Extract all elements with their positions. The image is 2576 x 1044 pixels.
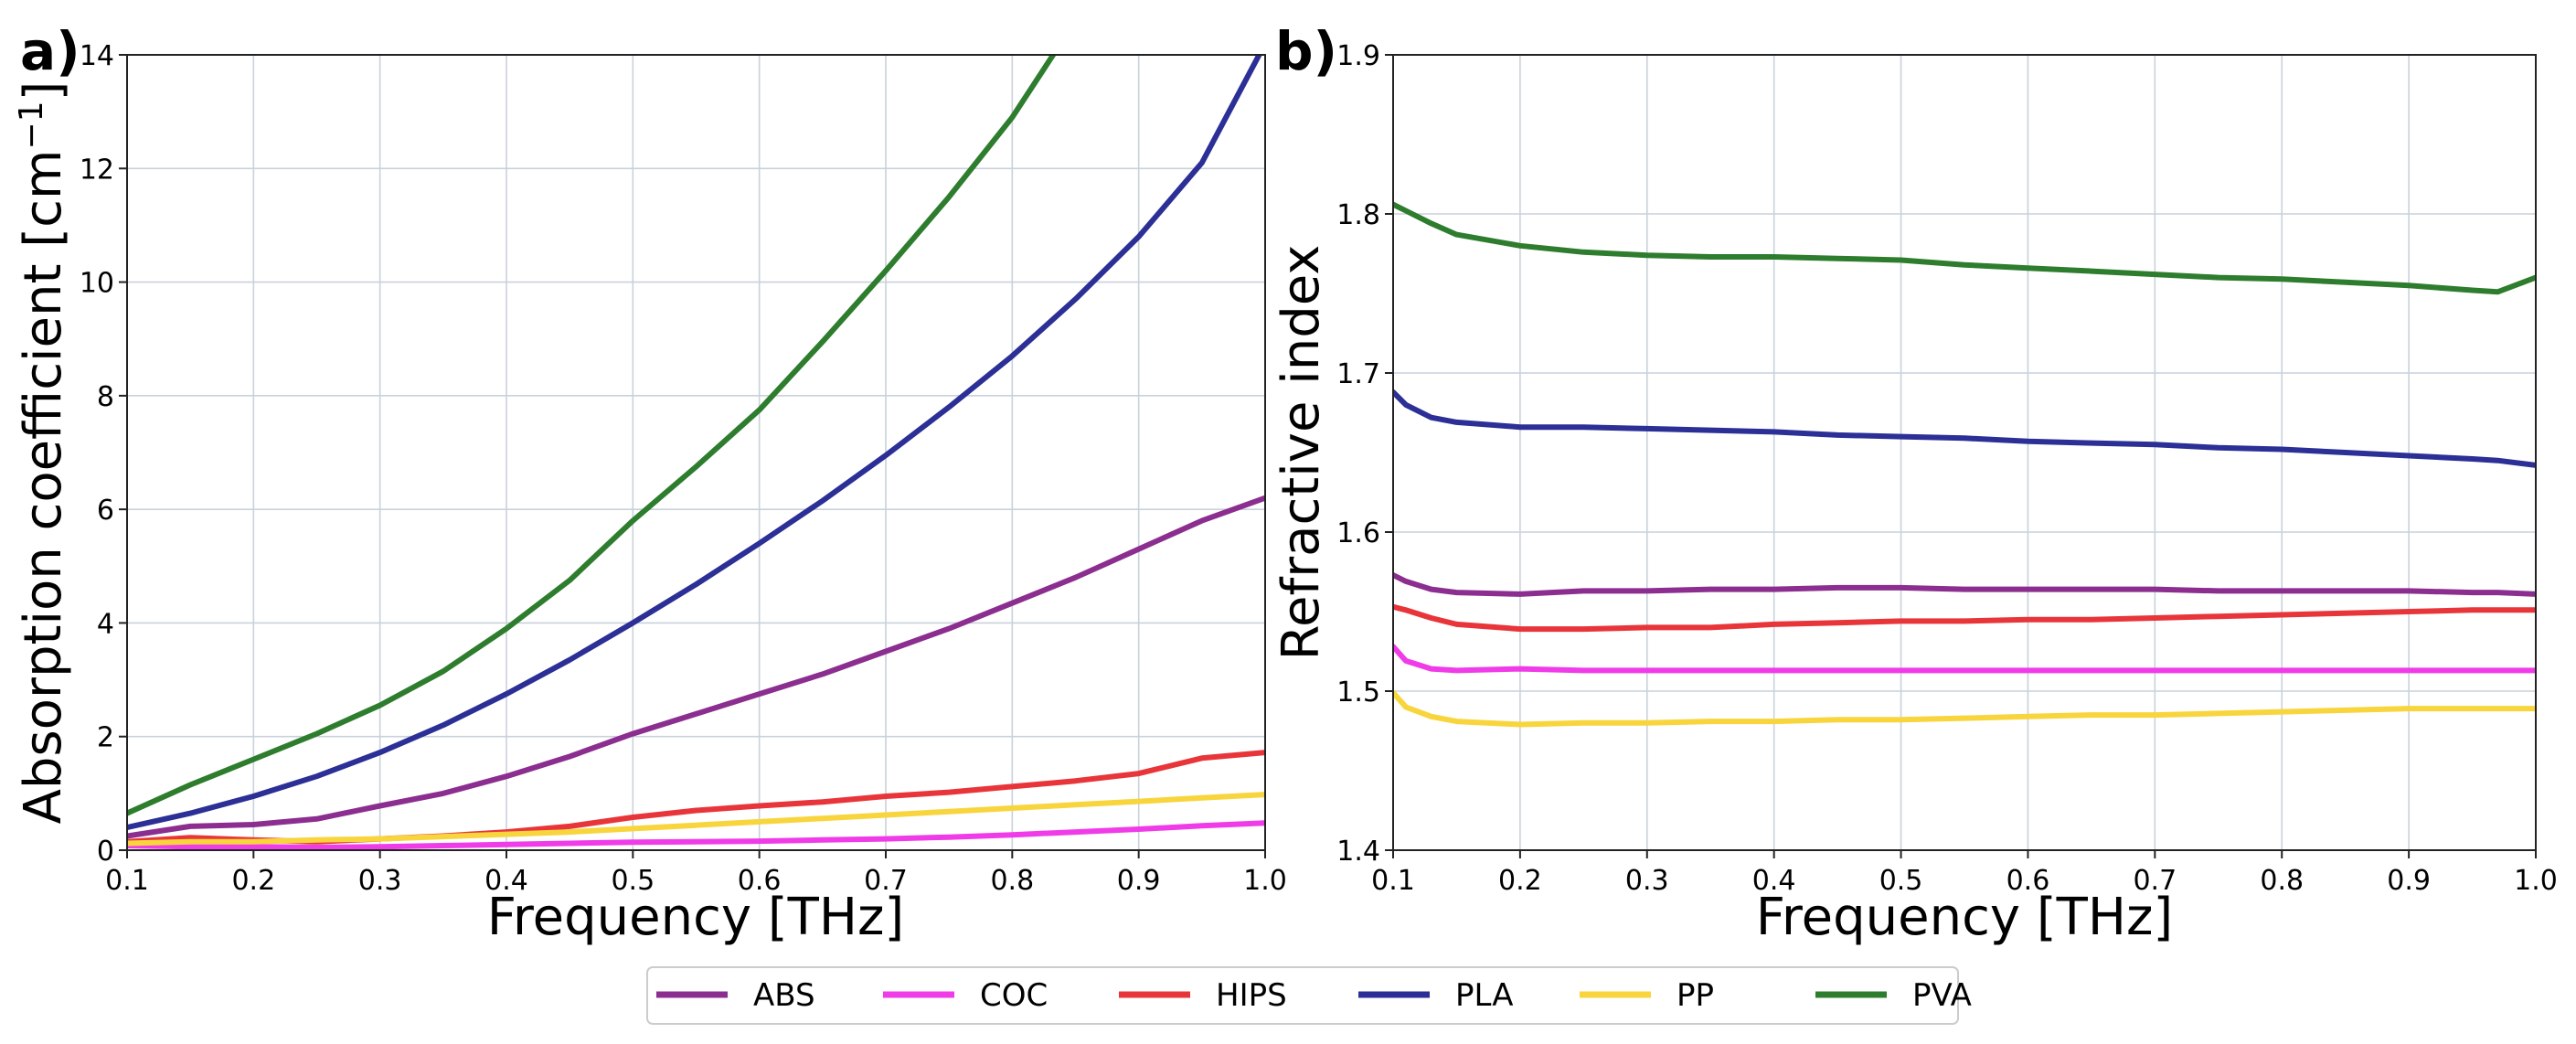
- chart-a-x-tick-label: 0.3: [358, 865, 402, 897]
- chart-a-grid: [126, 54, 1266, 851]
- chart-b-series-pp: [1393, 689, 2536, 728]
- chart-a-y-tick-label: 8: [97, 381, 114, 413]
- chart-a-y-label: Absorption coefficient [cm−1]: [13, 81, 73, 825]
- chart-b-x-tick-label: 0.7: [2133, 865, 2177, 897]
- chart-a-x-tick-label: 1.0: [1243, 865, 1287, 897]
- chart-b-y-ticks: 1.4 1.5 1.6 1.7 1.8 1.9: [1336, 40, 1393, 868]
- chart-b-x-label: Frequency [THz]: [1756, 888, 2174, 947]
- chart-b-y-label: Refractive index: [1272, 245, 1331, 661]
- chart-a-series-coc: [127, 820, 1265, 850]
- chart-b-frame: [1392, 54, 2537, 851]
- legend: ABS COC HIPS PLA PP PVA: [646, 966, 1972, 1025]
- chart-b-series-coc: [1393, 644, 2536, 674]
- chart-a-y-tick-label: 0: [97, 836, 114, 868]
- chart-a-x-tick-label: 0.7: [864, 865, 908, 897]
- chart-b-y-tick-label: 1.7: [1336, 358, 1380, 390]
- chart-a-y-tick-label: 14: [80, 40, 114, 72]
- chart-b-panel-label: b): [1275, 20, 1337, 82]
- legend-items: ABS COC HIPS PLA PP PVA: [656, 977, 1972, 1014]
- legend-box: [646, 966, 1959, 1025]
- chart-b-x-tick-label: 0.3: [1625, 865, 1669, 897]
- chart-b-y-tick-label: 1.4: [1336, 836, 1380, 868]
- chart-a-panel-label: a): [20, 20, 80, 82]
- chart-a-series-pp: [127, 792, 1265, 847]
- chart-b-series-pla: [1393, 389, 2536, 468]
- chart-b-x-tick-label: 0.6: [2007, 865, 2050, 897]
- chart-b-x-tick-label: 0.5: [1879, 865, 1923, 897]
- chart-a-series-pva: [127, 55, 1057, 816]
- chart-b-y-tick-label: 1.8: [1336, 199, 1380, 231]
- chart-a-y-tick-label: 6: [97, 495, 114, 527]
- chart-b-series-hips: [1393, 603, 2536, 633]
- chart-a-y-label-main: Absorption coefficient [cm: [14, 150, 73, 825]
- legend-label-abs: ABS: [753, 977, 815, 1014]
- chart-a-y-tick-label: 12: [80, 154, 114, 186]
- chart-a-lines: [127, 55, 1265, 850]
- chart-a-y-label-sup: −1: [13, 101, 50, 149]
- chart-b-x-tick-label: 0.2: [1498, 865, 1542, 897]
- chart-b-x-ticks: 0.1 0.2 0.3 0.4 0.5 0.6 0.7 0.8 0.9 1.0: [1371, 850, 2558, 897]
- chart-b-x-tick-label: 0.4: [1752, 865, 1796, 897]
- chart-b-series-pva: [1393, 201, 2536, 295]
- chart-a-x-ticks: 0.1 0.2 0.3 0.4 0.5 0.6 0.7 0.8 0.9 1.0: [105, 850, 1287, 897]
- chart-a-y-label-end: ]: [14, 81, 73, 101]
- chart-b-x-tick-label: 0.1: [1371, 865, 1415, 897]
- chart-a-x-tick-label: 0.2: [231, 865, 275, 897]
- chart-b-y-tick-label: 1.9: [1336, 40, 1380, 72]
- chart-a-x-label: Frequency [THz]: [487, 888, 905, 947]
- legend-label-hips: HIPS: [1216, 977, 1287, 1014]
- chart-a-y-tick-label: 4: [97, 608, 114, 640]
- chart-a-x-tick-label: 0.5: [611, 865, 655, 897]
- chart-b-y-tick-label: 1.5: [1336, 676, 1380, 708]
- legend-label-pla: PLA: [1455, 977, 1513, 1014]
- chart-a-x-tick-label: 0.8: [990, 865, 1034, 897]
- chart-a-x-tick-label: 0.9: [1117, 865, 1161, 897]
- legend-label-coc: COC: [980, 977, 1048, 1014]
- chart-b-x-tick-label: 0.9: [2387, 865, 2431, 897]
- legend-label-pva: PVA: [1912, 977, 1972, 1014]
- chart-b-y-tick-label: 1.6: [1336, 517, 1380, 549]
- chart-a-y-ticks: 0 2 4 6 8 10 12 14: [80, 40, 127, 868]
- chart-a-series-abs: [127, 495, 1265, 839]
- chart-a-y-tick-label: 2: [97, 722, 114, 754]
- chart-b-series-abs: [1393, 572, 2536, 597]
- chart-a-x-tick-label: 0.6: [738, 865, 782, 897]
- chart-b: 0.1 0.2 0.3 0.4 0.5 0.6 0.7 0.8 0.9 1.0 1.4 1.5 1.6…: [1272, 20, 2558, 947]
- chart-b-x-tick-label: 0.8: [2260, 865, 2304, 897]
- chart-a-series-hips: [127, 750, 1265, 845]
- chart-a-x-tick-label: 0.1: [105, 865, 149, 897]
- chart-a: 0.1 0.2 0.3 0.4 0.5 0.6 0.7 0.8 0.9 1.0 0 2 4 6 8 10 12…: [13, 20, 1287, 947]
- legend-label-pp: PP: [1677, 977, 1714, 1014]
- chart-a-frame: [126, 54, 1266, 851]
- chart-a-series-pla: [127, 55, 1262, 831]
- chart-a-x-tick-label: 0.4: [484, 865, 528, 897]
- chart-b-lines: [1393, 201, 2536, 728]
- chart-a-y-tick-label: 10: [80, 268, 114, 300]
- chart-b-x-tick-label: 1.0: [2514, 865, 2558, 897]
